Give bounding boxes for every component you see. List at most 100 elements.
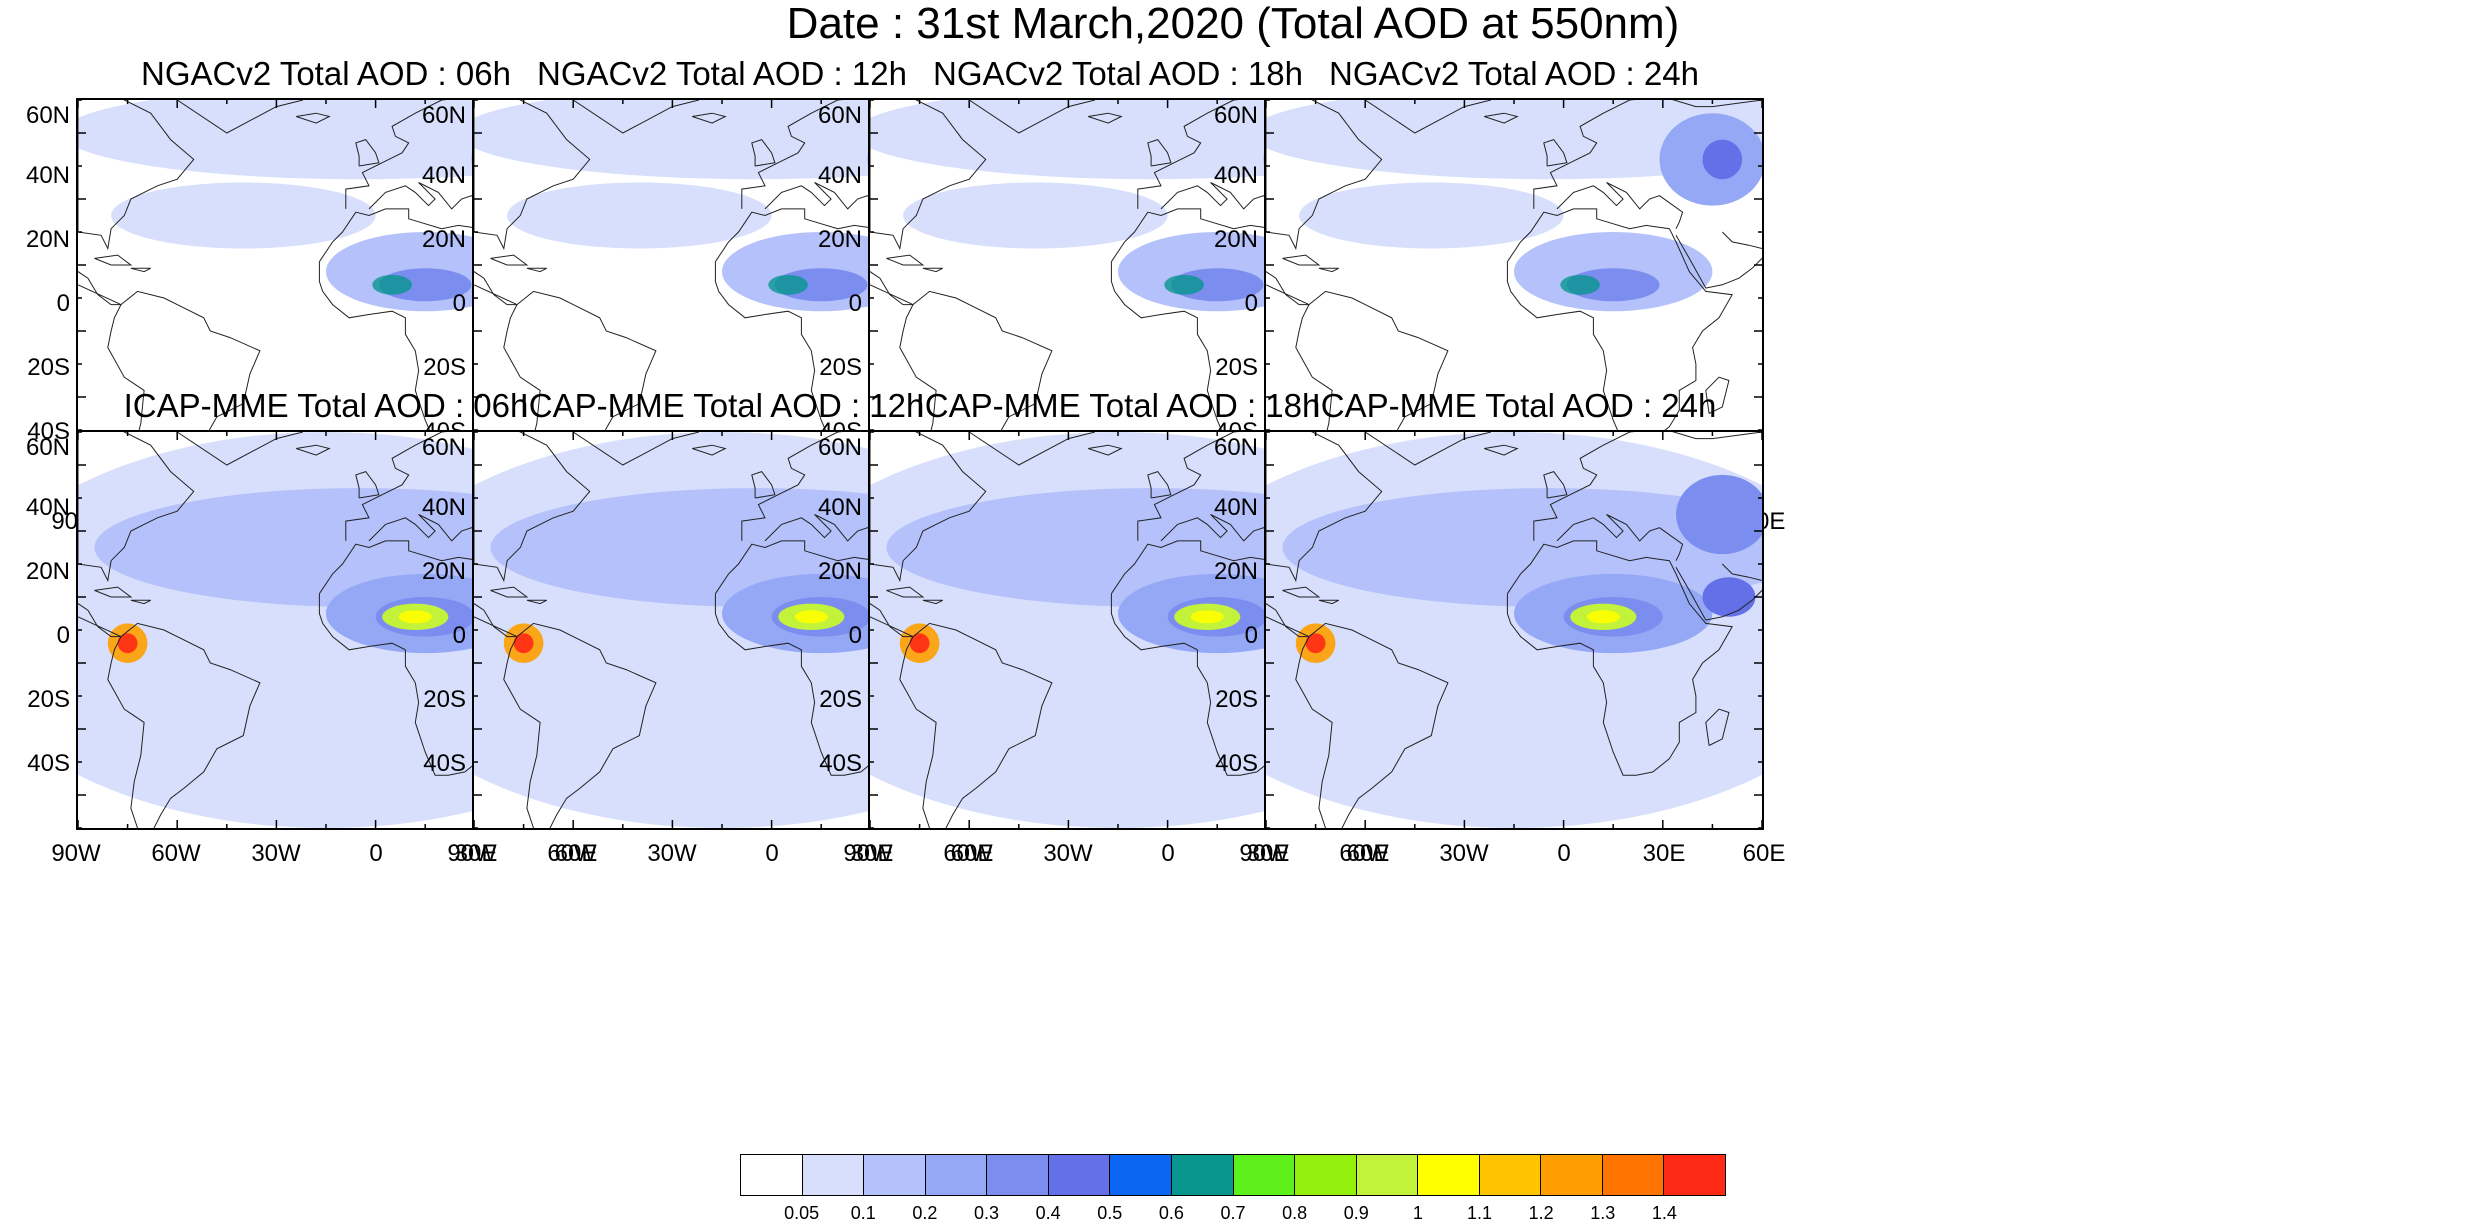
coastline (1318, 267, 1339, 273)
aod-map-canvas (1266, 432, 1762, 828)
lon-tick-label: 60E (950, 840, 994, 867)
coastline (1364, 432, 1492, 466)
colorbar-tick-label: 0.8 (1282, 1203, 1308, 1223)
lat-tick-label: 40N (1213, 494, 1258, 521)
coastline (176, 100, 304, 134)
lat-tick-label: 40N (817, 162, 862, 189)
colorbar-swatch (1048, 1155, 1111, 1195)
aod-field-shade (1266, 100, 1762, 180)
colorbar (740, 1154, 1726, 1196)
lon-tick-label: 60W (943, 840, 993, 867)
coastline (1506, 540, 1734, 776)
colorbar-swatch (741, 1155, 803, 1195)
coastline (296, 112, 331, 124)
lat-tick-label: 40N (421, 494, 466, 521)
lat-tick-label: 20N (1213, 558, 1258, 585)
aod-field-shade (1164, 274, 1204, 295)
lat-tick-label: 0 (452, 622, 466, 649)
coastline (1318, 599, 1339, 605)
lon-tick-label: 30E (850, 840, 894, 867)
lon-tick-label: 0 (765, 840, 779, 867)
lat-tick-label: 60N (421, 102, 466, 129)
lat-tick-label: 60N (817, 102, 862, 129)
lat-tick-label: 40S (819, 750, 862, 777)
lon-tick-label: 60E (1742, 840, 1786, 867)
coastline (107, 622, 261, 828)
coastline (130, 599, 151, 605)
colorbar-swatch (1171, 1155, 1234, 1195)
coastline (1705, 708, 1730, 746)
coastline (78, 432, 195, 583)
panel-title: ICAP-MME Total AOD : 06h (123, 387, 529, 424)
coastline (1266, 432, 1383, 583)
coastline (1266, 271, 1310, 306)
coastline (474, 432, 591, 583)
colorbar-swatch (1602, 1155, 1665, 1195)
aod-field-shade (111, 182, 376, 249)
coastline (572, 100, 700, 134)
colorbar-swatch (802, 1155, 865, 1195)
colorbar-tick-label: 1.4 (1651, 1203, 1677, 1223)
coastline (1147, 471, 1172, 499)
lat-tick-label: 20S (819, 686, 862, 713)
lat-tick-label: 60N (1213, 434, 1258, 461)
coastline (1282, 254, 1321, 266)
map-frame (1264, 430, 1764, 830)
coastline (490, 254, 529, 266)
lon-tick-label: 60W (547, 840, 597, 867)
lon-tick-label: 90W (447, 840, 497, 867)
colorbar-tick-label: 1 (1412, 1203, 1423, 1223)
coastline (922, 599, 943, 605)
coastline (1556, 514, 1684, 561)
lat-tick-label: 20S (1215, 686, 1258, 713)
aod-field-shade (372, 274, 412, 295)
colorbar-tick-label: 1.2 (1528, 1203, 1554, 1223)
coastline (1282, 586, 1321, 598)
lon-tick-label: 30W (251, 840, 301, 867)
aod-field-shade (1676, 474, 1762, 555)
coastline (78, 271, 122, 306)
lon-tick-label: 30W (647, 840, 697, 867)
lon-tick-label: 30E (1246, 840, 1290, 867)
coastline (1088, 112, 1123, 124)
colorbar-tick-label: 0.4 (1035, 1203, 1061, 1223)
coastline (1675, 567, 1762, 621)
panel-title: NGACv2 Total AOD : 18h (933, 55, 1303, 92)
aod-field-shade (507, 182, 772, 249)
coastline (751, 139, 776, 167)
lon-tick-label: 90W (1239, 840, 1289, 867)
lat-tick-label: 60N (25, 102, 70, 129)
lat-tick-label: 0 (56, 290, 70, 317)
lon-tick-label: 60W (1339, 840, 1389, 867)
coastline (870, 432, 987, 583)
lat-tick-label: 20N (25, 558, 70, 585)
coastline (1088, 444, 1123, 456)
coastline (526, 599, 547, 605)
lat-tick-label: 40S (27, 418, 70, 445)
aod-field-shade (398, 610, 432, 624)
lon-tick-label: 90W (843, 840, 893, 867)
coastline (94, 586, 133, 598)
coastline (176, 432, 304, 466)
aod-field-shade (1702, 139, 1743, 180)
aod-field-shade (903, 182, 1168, 249)
coastline (296, 444, 331, 456)
lat-tick-label: 0 (848, 290, 862, 317)
lon-tick-label: 30W (1043, 840, 1093, 867)
aod-field-shade (474, 100, 970, 180)
lon-tick-label: 30E (454, 840, 498, 867)
aod-field-shade (78, 100, 574, 180)
aod-field-shade (513, 633, 534, 654)
coastline (1147, 139, 1172, 167)
aod-field-shade (1305, 633, 1326, 654)
colorbar-tick-label: 0.7 (1220, 1203, 1246, 1223)
colorbar-swatch (1479, 1155, 1542, 1195)
aod-field-shade (1560, 274, 1600, 295)
panel-title: ICAP-MME Total AOD : 12h (519, 387, 925, 424)
coastline (1543, 139, 1568, 167)
lat-tick-label: 20S (423, 354, 466, 381)
lat-tick-label: 40S (423, 750, 466, 777)
colorbar-swatch (1233, 1155, 1296, 1195)
coastline (1705, 376, 1730, 414)
lat-tick-label: 40S (27, 750, 70, 777)
